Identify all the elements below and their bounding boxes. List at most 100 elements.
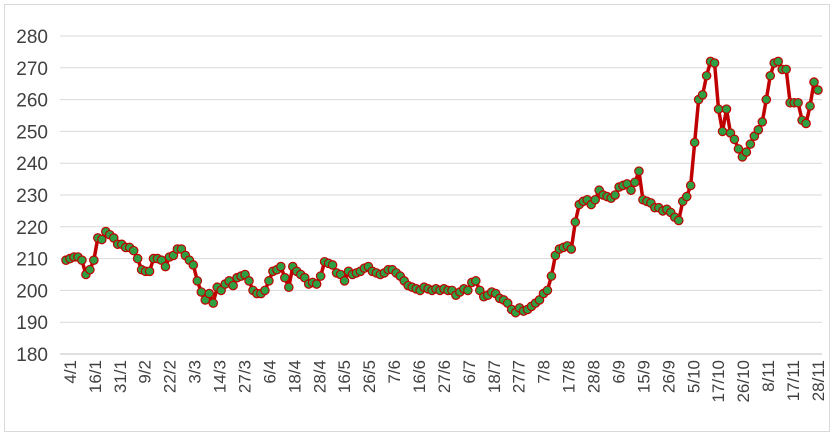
data-point	[244, 276, 254, 286]
x-tick-label: 6/7	[460, 360, 479, 384]
x-tick-label: 7/8	[535, 360, 554, 384]
x-tick-label: 16/5	[335, 360, 354, 393]
data-point	[745, 139, 756, 149]
chart-area	[4, 4, 830, 432]
data-point	[721, 104, 732, 114]
data-point	[546, 271, 557, 281]
x-tick-label: 26/9	[659, 360, 678, 393]
x-tick-label: 27/3	[235, 360, 254, 393]
y-tick-label: 220	[16, 218, 48, 239]
data-point	[805, 101, 815, 111]
x-tick-label: 17/10	[709, 360, 728, 403]
data-point	[673, 215, 684, 226]
y-tick-label: 180	[16, 345, 48, 366]
x-tick-label: 28/11	[809, 360, 828, 401]
data-point	[765, 70, 776, 81]
data-point	[590, 194, 600, 205]
data-point	[284, 282, 294, 293]
x-tick-label: 8/11	[759, 360, 778, 392]
data-point	[228, 280, 238, 291]
data-point	[311, 279, 322, 289]
data-point	[128, 245, 139, 256]
data-point	[773, 56, 784, 67]
data-point	[610, 190, 620, 200]
data-point	[339, 276, 350, 286]
y-tick-label: 210	[16, 250, 48, 271]
data-point	[542, 285, 553, 296]
x-tick-label: 28/8	[585, 360, 604, 393]
data-point	[634, 166, 644, 176]
data-point	[681, 191, 692, 202]
data-point	[204, 288, 215, 299]
data-point	[701, 70, 712, 81]
data-point	[570, 217, 581, 227]
y-tick-label: 200	[16, 281, 48, 302]
data-point	[781, 64, 791, 75]
x-tick-label: 26/10	[734, 360, 753, 403]
data-point	[566, 244, 577, 254]
data-point	[97, 234, 107, 245]
data-point	[280, 272, 290, 283]
data-point	[315, 271, 326, 281]
x-tick-label: 18/7	[485, 360, 504, 393]
data-point	[729, 134, 740, 145]
x-tick-label: 5/10	[684, 360, 703, 393]
data-point	[264, 276, 274, 286]
x-tick-label: 6/9	[609, 360, 628, 384]
y-tick-label: 230	[16, 186, 48, 207]
data-point	[196, 287, 207, 297]
y-tick-label: 280	[16, 27, 48, 48]
x-tick-label: 28/4	[310, 360, 329, 393]
data-point	[626, 185, 636, 196]
data-point	[733, 144, 744, 154]
x-tick-label: 17/8	[560, 360, 579, 393]
x-tick-label: 9/2	[136, 360, 155, 384]
x-tick-label: 27/7	[510, 360, 529, 393]
x-tick-label: 26/5	[360, 360, 379, 393]
data-point	[753, 125, 764, 135]
data-point	[471, 276, 481, 286]
x-tick-label: 6/4	[260, 360, 279, 384]
data-point	[144, 266, 155, 277]
data-point	[208, 298, 219, 308]
x-tick-label: 17/11	[784, 360, 803, 401]
data-point	[685, 180, 696, 191]
x-tick-label: 18/4	[285, 360, 304, 393]
x-tick-label: 3/3	[186, 360, 205, 384]
data-point	[689, 137, 700, 148]
y-tick-label: 190	[16, 313, 48, 334]
data-point	[793, 97, 803, 108]
x-tick-label: 16/6	[410, 360, 429, 393]
data-point	[630, 177, 640, 188]
data-point	[160, 261, 171, 272]
x-tick-label: 22/2	[161, 360, 180, 393]
data-point	[327, 260, 338, 270]
y-tick-label: 240	[16, 154, 48, 175]
data-point	[89, 255, 99, 265]
data-point	[813, 85, 823, 95]
data-point	[697, 90, 708, 100]
data-point	[188, 260, 199, 270]
data-point	[192, 276, 203, 286]
x-tick-label: 15/9	[634, 360, 653, 393]
data-point	[717, 126, 728, 137]
x-tick-label: 4/1	[61, 360, 80, 384]
x-tick-label: 7/6	[385, 360, 404, 384]
y-tick-label: 260	[16, 91, 48, 112]
data-point	[741, 147, 752, 157]
data-point	[276, 261, 286, 272]
y-tick-label: 250	[16, 122, 48, 143]
data-point	[709, 58, 720, 68]
x-tick-label: 27/6	[435, 360, 454, 393]
data-point	[260, 285, 270, 296]
data-point	[132, 253, 143, 264]
data-point	[713, 104, 724, 114]
y-tick-label: 270	[16, 59, 48, 80]
data-point	[77, 255, 87, 265]
data-point	[809, 77, 819, 87]
data-point	[463, 285, 473, 296]
x-tick-label: 14/3	[211, 360, 230, 393]
data-point	[761, 94, 772, 105]
data-point	[801, 118, 811, 129]
